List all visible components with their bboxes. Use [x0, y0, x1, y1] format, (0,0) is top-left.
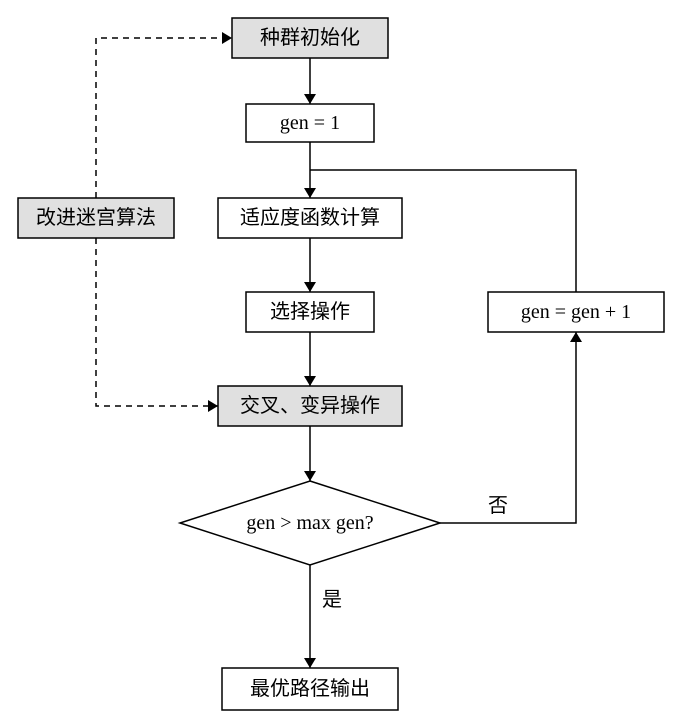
edge-5-label: 是 [322, 589, 342, 611]
node-init: 种群初始化 [232, 18, 388, 58]
node-select-label: 选择操作 [270, 300, 350, 323]
node-crossover-label: 交叉、变异操作 [240, 394, 380, 417]
node-fitness: 适应度函数计算 [218, 198, 402, 238]
node-select: 选择操作 [246, 292, 374, 332]
node-output: 最优路径输出 [222, 668, 398, 710]
node-crossover: 交叉、变异操作 [218, 386, 402, 426]
node-gen1: gen = 1 [246, 104, 374, 142]
edge-9-arrow [208, 400, 218, 412]
edge-1-arrow [304, 188, 316, 198]
node-gen1-label: gen = 1 [280, 112, 340, 134]
node-output-label: 最优路径输出 [250, 677, 370, 700]
edge-8 [96, 38, 232, 198]
node-geninc: gen = gen + 1 [488, 292, 664, 332]
edge-8-arrow [222, 32, 232, 44]
flowchart-svg: 种群初始化 gen = 1 改进迷宫算法 适应度函数计算选择操作 gen = gen +… [0, 0, 700, 727]
edge-0-arrow [304, 94, 316, 104]
edge-6-arrow [570, 332, 582, 342]
edge-6 [440, 332, 576, 523]
edge-6-label: 否 [488, 495, 508, 517]
node-geninc-label: gen = gen + 1 [521, 301, 631, 323]
edge-5-arrow [304, 658, 316, 668]
node-maze: 改进迷宫算法 [18, 198, 174, 238]
node-decision-label: gen > max gen? [246, 512, 373, 534]
edge-3-arrow [304, 376, 316, 386]
node-decision: gen > max gen? [180, 481, 440, 565]
node-fitness-label: 适应度函数计算 [240, 206, 380, 229]
edge-4-arrow [304, 471, 316, 481]
node-maze-label: 改进迷宫算法 [36, 206, 156, 229]
node-init-label: 种群初始化 [260, 26, 360, 49]
edge-9 [96, 238, 218, 406]
edge-2-arrow [304, 282, 316, 292]
